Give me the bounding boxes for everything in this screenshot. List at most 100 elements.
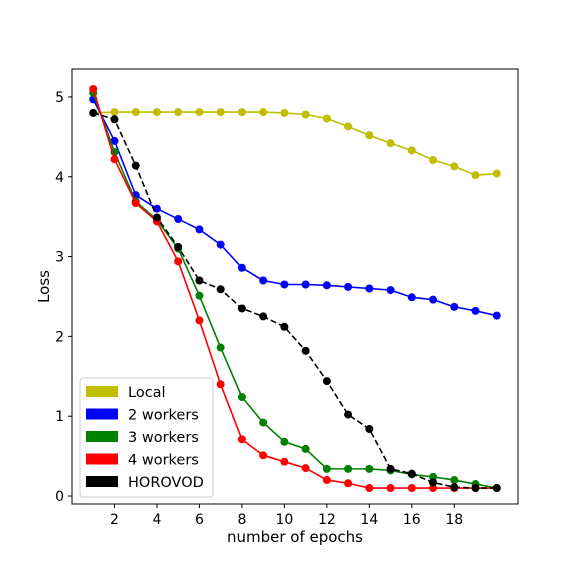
data-point-2-11 bbox=[322, 464, 331, 473]
data-point-2-17 bbox=[450, 476, 459, 485]
data-point-0-12 bbox=[344, 122, 353, 131]
data-point-4-15 bbox=[407, 469, 416, 478]
legend-swatch-1 bbox=[86, 408, 118, 420]
data-point-0-3 bbox=[152, 108, 161, 117]
legend-box bbox=[79, 377, 214, 498]
legend-swatch-2 bbox=[86, 431, 118, 442]
data-point-0-13 bbox=[365, 131, 374, 140]
y-tick-label-4: 4 bbox=[55, 170, 64, 186]
data-point-2-12 bbox=[344, 464, 353, 473]
data-point-4-8 bbox=[259, 312, 268, 321]
data-point-2-10 bbox=[301, 444, 310, 453]
data-point-1-16 bbox=[429, 295, 438, 304]
data-point-0-19 bbox=[492, 169, 501, 178]
data-point-3-11 bbox=[322, 476, 331, 485]
data-point-2-13 bbox=[365, 464, 374, 473]
data-point-1-10 bbox=[301, 280, 310, 289]
data-point-4-19 bbox=[492, 484, 501, 493]
series-4 bbox=[89, 108, 501, 493]
series-layer bbox=[89, 84, 501, 493]
data-point-0-8 bbox=[259, 108, 268, 117]
data-point-3-1 bbox=[110, 155, 119, 164]
data-point-4-10 bbox=[301, 346, 310, 355]
data-point-2-7 bbox=[237, 393, 246, 402]
legend-label-3: 4 workers bbox=[128, 453, 199, 469]
data-point-1-6 bbox=[216, 240, 225, 249]
data-point-1-18 bbox=[471, 306, 480, 315]
data-point-1-8 bbox=[259, 276, 268, 285]
data-point-4-13 bbox=[365, 424, 374, 433]
x-tick-label-4: 10 bbox=[275, 512, 293, 528]
y-tick-label-0: 0 bbox=[55, 489, 64, 505]
data-point-1-1 bbox=[110, 136, 119, 145]
data-point-4-12 bbox=[344, 410, 353, 419]
data-point-2-8 bbox=[259, 418, 268, 427]
data-point-4-0 bbox=[89, 108, 98, 117]
data-point-0-9 bbox=[280, 108, 289, 117]
data-point-4-1 bbox=[110, 115, 119, 124]
data-point-3-6 bbox=[216, 380, 225, 389]
x-tick-label-2: 6 bbox=[195, 512, 204, 528]
axes-frame bbox=[71, 68, 519, 505]
data-point-1-7 bbox=[237, 263, 246, 272]
data-point-2-6 bbox=[216, 343, 225, 352]
data-point-1-12 bbox=[344, 282, 353, 291]
data-point-0-18 bbox=[471, 171, 480, 180]
data-point-1-5 bbox=[195, 225, 204, 234]
y-tick-label-1: 1 bbox=[55, 409, 64, 425]
y-tick-label-5: 5 bbox=[55, 90, 64, 106]
legend-label-4: HOROVOD bbox=[128, 475, 204, 491]
data-point-1-17 bbox=[450, 302, 459, 311]
data-point-0-17 bbox=[450, 162, 459, 171]
x-tick-label-5: 12 bbox=[318, 512, 336, 528]
data-point-4-4 bbox=[174, 242, 183, 251]
y-axis-title: Loss bbox=[35, 270, 53, 303]
x-tick-label-6: 14 bbox=[360, 512, 378, 528]
legend-label-0: Local bbox=[128, 385, 166, 401]
data-point-3-16 bbox=[429, 484, 438, 493]
data-point-2-16 bbox=[429, 472, 438, 481]
legend-label-1: 2 workers bbox=[128, 408, 199, 424]
y-tick-label-3: 3 bbox=[55, 250, 64, 266]
y-tick-label-2: 2 bbox=[55, 329, 64, 345]
data-point-4-7 bbox=[237, 304, 246, 313]
data-point-0-14 bbox=[386, 139, 395, 148]
x-tick-label-0: 2 bbox=[110, 512, 119, 528]
data-point-3-15 bbox=[407, 484, 416, 493]
data-point-1-19 bbox=[492, 311, 501, 320]
x-tick-label-3: 8 bbox=[237, 512, 246, 528]
data-point-3-5 bbox=[195, 316, 204, 325]
x-tick-label-8: 18 bbox=[445, 512, 463, 528]
data-point-0-10 bbox=[301, 110, 310, 119]
data-point-1-15 bbox=[407, 293, 416, 302]
legend-swatch-4 bbox=[86, 476, 118, 487]
data-point-3-12 bbox=[344, 479, 353, 488]
series-2 bbox=[89, 88, 501, 493]
data-point-0-2 bbox=[131, 108, 140, 117]
data-point-0-1 bbox=[110, 108, 119, 117]
data-point-0-6 bbox=[216, 108, 225, 117]
data-point-1-14 bbox=[386, 286, 395, 295]
legend-swatch-3 bbox=[86, 453, 118, 465]
series-1 bbox=[89, 95, 501, 320]
legend-label-2: 3 workers bbox=[128, 430, 199, 446]
data-point-2-9 bbox=[280, 437, 289, 446]
data-point-4-5 bbox=[195, 276, 204, 285]
data-point-1-9 bbox=[280, 280, 289, 289]
data-point-0-16 bbox=[429, 155, 438, 164]
data-point-3-7 bbox=[237, 435, 246, 444]
data-point-2-5 bbox=[195, 291, 204, 300]
x-tick-label-1: 4 bbox=[152, 512, 161, 528]
data-point-0-4 bbox=[174, 108, 183, 117]
legend: Local 2 workers 3 workers 4 workers HOROVOD bbox=[79, 377, 214, 498]
data-point-4-2 bbox=[131, 161, 140, 170]
data-point-4-3 bbox=[152, 213, 161, 222]
data-point-0-7 bbox=[237, 108, 246, 117]
data-point-3-14 bbox=[386, 484, 395, 493]
data-point-3-9 bbox=[280, 457, 289, 466]
data-point-4-17 bbox=[450, 483, 459, 492]
data-point-1-4 bbox=[174, 215, 183, 224]
data-point-3-4 bbox=[174, 257, 183, 266]
